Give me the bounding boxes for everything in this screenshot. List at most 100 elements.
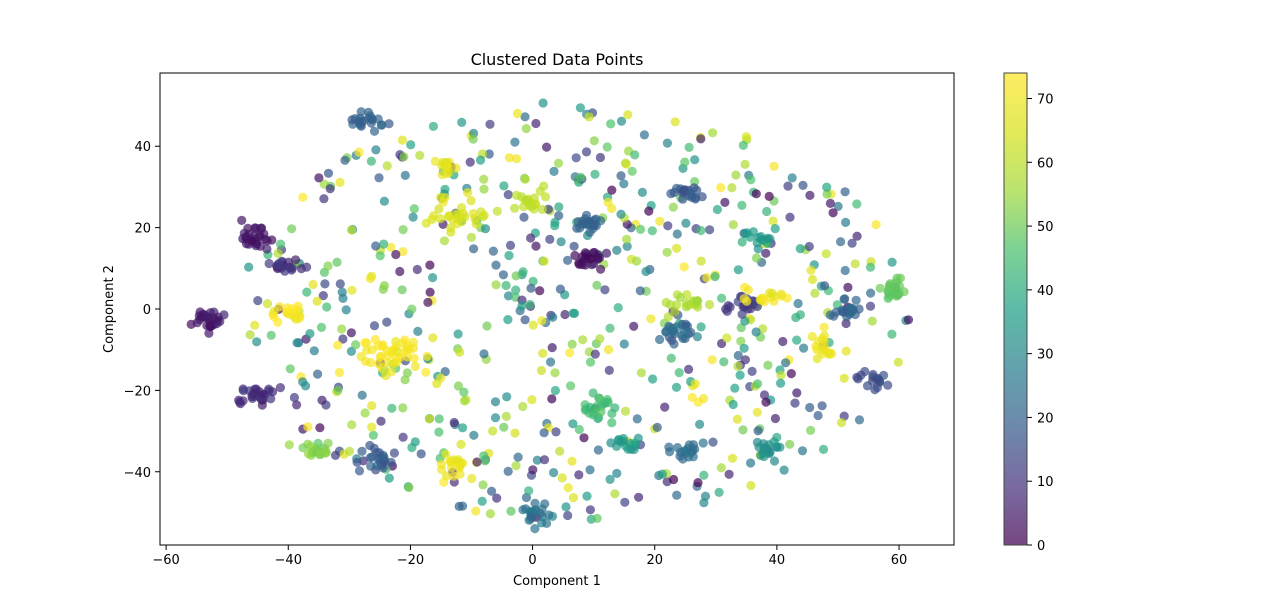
scatter-point bbox=[627, 166, 637, 176]
scatter-point bbox=[488, 246, 498, 256]
scatter-point bbox=[856, 370, 866, 380]
scatter-point bbox=[665, 447, 675, 457]
scatter-point bbox=[761, 397, 771, 407]
scatter-point bbox=[528, 320, 538, 330]
scatter-point bbox=[315, 423, 325, 433]
scatter-point bbox=[463, 188, 473, 198]
scatter-point bbox=[354, 466, 365, 476]
scatter-point bbox=[596, 264, 606, 274]
scatter-point bbox=[740, 159, 750, 169]
scatter-point bbox=[762, 206, 772, 217]
scatter-point bbox=[681, 446, 691, 456]
scatter-point bbox=[647, 226, 657, 236]
scatter-point bbox=[471, 219, 481, 229]
scatter-point bbox=[612, 245, 622, 255]
scatter-point bbox=[382, 161, 392, 171]
scatter-point bbox=[446, 223, 456, 233]
scatter-point bbox=[644, 206, 654, 216]
scatter-point bbox=[451, 163, 461, 173]
scatter-point bbox=[622, 241, 632, 251]
scatter-point bbox=[509, 203, 520, 213]
scatter-point bbox=[505, 240, 516, 250]
scatter-point bbox=[854, 304, 864, 314]
scatter-point bbox=[806, 425, 816, 435]
scatter-point bbox=[714, 487, 724, 497]
scatter-point bbox=[409, 353, 419, 363]
scatter-point bbox=[320, 279, 330, 289]
scatter-point bbox=[389, 448, 399, 458]
scatter-point bbox=[840, 187, 850, 197]
x-tick-label: −20 bbox=[397, 553, 424, 568]
scatter-point bbox=[637, 187, 648, 197]
scatter-point bbox=[775, 442, 785, 452]
scatter-point bbox=[753, 426, 763, 436]
scatter-point bbox=[588, 388, 598, 398]
scatter-point bbox=[346, 328, 356, 338]
scatter-point bbox=[787, 173, 797, 183]
scatter-point bbox=[700, 491, 711, 501]
scatter-point bbox=[400, 170, 410, 180]
scatter-point bbox=[531, 241, 541, 251]
scatter-point bbox=[571, 153, 581, 163]
scatter-point bbox=[269, 312, 279, 322]
scatter-point bbox=[424, 414, 434, 424]
scatter-point bbox=[620, 406, 631, 416]
scatter-point bbox=[841, 318, 851, 329]
scatter-point bbox=[872, 382, 883, 393]
scatter-point bbox=[690, 155, 700, 165]
scatter-point bbox=[535, 286, 545, 296]
scatter-point bbox=[770, 413, 781, 424]
scatter-point bbox=[833, 201, 843, 211]
chart-title: Clustered Data Points bbox=[471, 50, 644, 69]
scatter-point bbox=[672, 300, 682, 310]
scatter-point bbox=[485, 509, 495, 519]
scatter-point bbox=[790, 398, 800, 408]
scatter-point bbox=[492, 206, 502, 216]
scatter-point bbox=[371, 145, 381, 155]
scatter-point bbox=[503, 190, 513, 200]
scatter-point bbox=[539, 181, 549, 191]
scatter-point bbox=[298, 192, 308, 202]
scatter-point bbox=[663, 221, 673, 231]
scatter-point bbox=[748, 227, 759, 237]
scatter-point bbox=[840, 265, 850, 276]
scatter-point bbox=[315, 449, 325, 459]
scatter-point bbox=[733, 265, 744, 275]
scatter-point bbox=[792, 388, 802, 398]
scatter-point bbox=[677, 330, 687, 340]
scatter-point bbox=[821, 249, 831, 259]
scatter-point bbox=[250, 223, 260, 233]
scatter-point bbox=[404, 482, 414, 493]
scatter-point bbox=[737, 309, 747, 319]
scatter-point bbox=[730, 383, 740, 393]
scatter-point bbox=[618, 436, 628, 446]
scatter-point bbox=[829, 311, 839, 321]
scatter-point bbox=[602, 142, 612, 152]
scatter-point bbox=[318, 291, 328, 301]
scatter-point bbox=[235, 397, 245, 407]
scatter-point bbox=[276, 239, 286, 249]
y-tick-label: −40 bbox=[124, 466, 151, 481]
scatter-point bbox=[428, 333, 438, 343]
scatter-point bbox=[704, 300, 715, 310]
scatter-point bbox=[560, 309, 570, 320]
scatter-point bbox=[504, 153, 515, 163]
scatter-point bbox=[601, 248, 612, 258]
scatter-point bbox=[291, 255, 301, 265]
scatter-point bbox=[752, 407, 762, 417]
scatter-point bbox=[660, 402, 670, 412]
scatter-point bbox=[607, 185, 617, 195]
scatter-point bbox=[466, 196, 476, 206]
scatter-point bbox=[477, 496, 487, 506]
scatter-point bbox=[693, 478, 703, 488]
scatter-point bbox=[593, 445, 604, 455]
scatter-point bbox=[887, 329, 897, 339]
scatter-point bbox=[504, 250, 514, 261]
scatter-point bbox=[575, 103, 586, 113]
scatter-point bbox=[563, 510, 573, 521]
scatter-point bbox=[369, 321, 380, 331]
scatter-point bbox=[686, 188, 696, 199]
scatter-point bbox=[705, 225, 715, 235]
scatter-point bbox=[665, 300, 676, 310]
scatter-point bbox=[793, 298, 803, 309]
